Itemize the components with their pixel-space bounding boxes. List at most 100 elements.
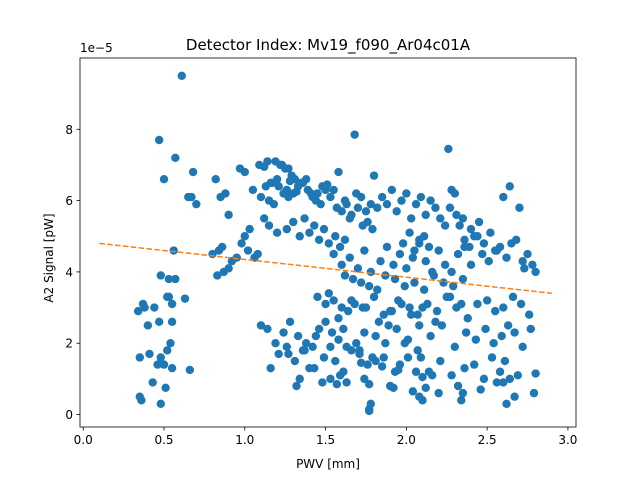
data-point — [505, 374, 514, 384]
data-point — [428, 371, 437, 380]
data-point — [384, 321, 393, 330]
data-point — [282, 342, 292, 351]
data-point — [445, 203, 455, 212]
data-point — [331, 356, 340, 366]
data-point — [319, 224, 329, 234]
data-point — [318, 378, 327, 387]
data-point — [321, 299, 330, 309]
data-point — [156, 271, 165, 280]
data-point — [259, 214, 269, 223]
data-point — [187, 192, 196, 202]
data-point — [368, 224, 377, 234]
y-axis-offset-label: 1e−5 — [80, 41, 113, 55]
data-point — [295, 232, 304, 241]
data-point — [237, 239, 246, 248]
data-point — [531, 369, 540, 378]
data-point — [499, 192, 508, 202]
data-point — [150, 303, 159, 312]
data-point — [377, 192, 387, 202]
data-point — [487, 353, 497, 362]
data-point — [289, 217, 298, 227]
data-point — [411, 199, 421, 209]
data-point — [429, 271, 439, 280]
data-point — [300, 214, 309, 223]
data-point — [366, 399, 376, 409]
data-point — [361, 303, 371, 312]
data-point — [340, 235, 350, 245]
data-point — [334, 335, 343, 344]
data-point — [166, 339, 175, 348]
data-point — [403, 353, 413, 362]
x-tick-label: 1.5 — [316, 433, 335, 447]
data-point — [361, 207, 371, 216]
data-point — [373, 203, 382, 212]
data-point — [326, 374, 335, 384]
data-point — [395, 249, 405, 259]
data-point — [314, 235, 324, 245]
data-point — [217, 242, 227, 252]
data-point — [363, 217, 372, 227]
y-tick-label: 2 — [65, 337, 73, 351]
data-point — [314, 324, 324, 334]
data-point — [177, 71, 186, 81]
data-point — [426, 196, 435, 205]
data-point — [411, 367, 421, 376]
data-point — [526, 324, 535, 334]
data-point — [513, 371, 523, 380]
data-point — [473, 299, 482, 309]
data-point — [319, 353, 329, 362]
data-point — [415, 321, 424, 330]
data-point — [400, 281, 409, 291]
data-point — [373, 285, 382, 294]
data-point — [308, 342, 317, 351]
data-point — [455, 221, 464, 230]
data-point — [410, 246, 419, 255]
data-point — [453, 249, 463, 259]
data-point — [523, 249, 532, 259]
data-point — [481, 324, 490, 334]
data-point — [148, 378, 157, 387]
data-point — [353, 264, 363, 273]
data-point — [479, 374, 489, 384]
data-point — [313, 189, 322, 198]
data-point — [497, 331, 506, 341]
data-point — [224, 264, 233, 273]
data-point — [329, 249, 338, 259]
data-point — [416, 192, 426, 202]
data-point — [499, 303, 508, 312]
data-point — [221, 189, 230, 198]
data-point — [424, 242, 434, 252]
data-point — [418, 303, 427, 312]
data-point — [154, 317, 164, 327]
data-point — [402, 264, 411, 273]
data-point — [450, 189, 460, 198]
data-point — [293, 331, 303, 341]
data-point — [520, 264, 529, 273]
data-point — [264, 221, 274, 230]
data-point — [492, 378, 502, 387]
data-point — [366, 267, 376, 277]
data-point — [503, 321, 513, 330]
data-point — [159, 175, 169, 184]
data-point — [432, 306, 442, 316]
data-point — [274, 349, 283, 359]
data-point — [274, 182, 283, 191]
data-point — [245, 224, 254, 234]
data-point — [180, 294, 190, 303]
data-point — [163, 292, 172, 302]
data-point — [256, 192, 266, 202]
data-point — [161, 383, 170, 392]
data-point — [515, 203, 524, 212]
data-point — [352, 189, 361, 198]
data-point — [188, 167, 198, 177]
data-point — [369, 171, 379, 180]
data-point — [335, 371, 345, 380]
data-point — [437, 321, 447, 330]
data-point — [347, 210, 356, 220]
data-point — [284, 192, 293, 202]
data-point — [352, 339, 361, 348]
data-point — [321, 185, 330, 195]
data-point — [377, 362, 387, 371]
data-point — [374, 317, 384, 327]
